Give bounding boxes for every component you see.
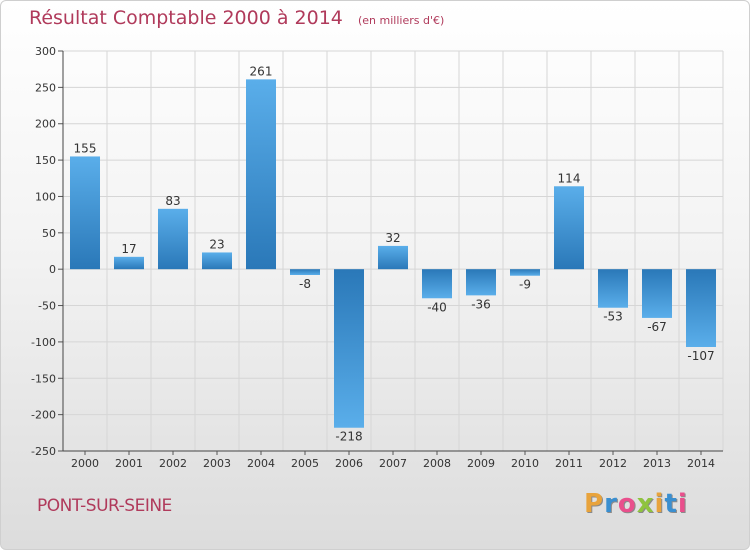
bar-2000	[70, 156, 100, 270]
bar-2011	[554, 186, 584, 270]
y-tick-label: 0	[49, 263, 56, 276]
y-tick-label: -100	[31, 336, 56, 349]
y-tick-label: -200	[31, 409, 56, 422]
x-tick-label: 2009	[467, 457, 495, 470]
logo-letter: x	[636, 489, 655, 519]
logo-letter: r	[604, 489, 618, 519]
logo-letter: o	[617, 489, 637, 519]
value-label: -40	[427, 300, 447, 314]
y-tick-label: 50	[42, 227, 56, 240]
x-tick-label: 2000	[71, 457, 99, 470]
town-name: PONT-SUR-SEINE	[37, 496, 172, 516]
bar-2009	[466, 269, 496, 296]
title-row: Résultat Comptable 2000 à 2014 (en milli…	[29, 7, 444, 29]
chart-subtitle: (en milliers d'€)	[357, 14, 445, 27]
bar-2013	[642, 269, 672, 318]
bar-2008	[422, 269, 452, 299]
bar-2001	[114, 256, 144, 270]
bar-2003	[202, 252, 232, 270]
value-label: 83	[165, 194, 180, 208]
logo-letter: i	[677, 489, 688, 519]
x-tick-label: 2007	[379, 457, 407, 470]
logo-letter: t	[664, 489, 678, 519]
value-label: 261	[250, 64, 273, 78]
x-tick-label: 2003	[203, 457, 231, 470]
bar-2012	[598, 269, 628, 308]
x-tick-label: 2011	[555, 457, 583, 470]
bar-2004	[246, 79, 276, 270]
bar-2002	[158, 208, 188, 270]
x-tick-label: 2010	[511, 457, 539, 470]
chart-title: Résultat Comptable 2000 à 2014	[29, 7, 343, 29]
y-tick-label: -250	[31, 445, 56, 458]
value-label: -8	[299, 277, 311, 291]
x-tick-label: 2012	[599, 457, 627, 470]
y-tick-label: -50	[38, 300, 56, 313]
bars	[70, 79, 716, 428]
value-label: -36	[471, 297, 491, 311]
value-label: 17	[121, 242, 136, 256]
value-label: 32	[385, 231, 400, 245]
bar-2014	[686, 269, 716, 347]
bar-2007	[378, 245, 408, 270]
value-label: -67	[647, 320, 667, 334]
y-tick-label: 200	[35, 118, 56, 131]
x-tick-label: 2006	[335, 457, 363, 470]
value-label: 155	[74, 141, 97, 155]
x-tick-label: 2002	[159, 457, 187, 470]
x-tick-label: 2014	[687, 457, 715, 470]
value-label: -107	[687, 349, 714, 363]
proxiti-logo: Proxiti	[584, 489, 688, 519]
logo-letter: P	[584, 489, 605, 519]
labels: 300 250 200 150 100 50 0 -50 -100 -150 -200 -250 155…	[31, 45, 715, 470]
logo-letter: i	[654, 489, 665, 519]
value-label: -9	[519, 278, 531, 292]
x-tick-label: 2008	[423, 457, 451, 470]
value-label: -53	[603, 310, 623, 324]
axes	[58, 50, 723, 455]
x-tick-label: 2004	[247, 457, 275, 470]
bar-2005	[290, 269, 320, 275]
value-label: -218	[335, 430, 362, 444]
y-tick-label: 100	[35, 190, 56, 203]
x-tick-label: 2001	[115, 457, 143, 470]
x-tick-label: 2005	[291, 457, 319, 470]
y-tick-label: 150	[35, 154, 56, 167]
bar-2010	[510, 269, 540, 276]
value-label: 114	[558, 171, 581, 185]
bar-2006	[334, 269, 364, 428]
y-tick-label: 250	[35, 81, 56, 94]
value-label: 23	[209, 237, 224, 251]
y-tick-label: -150	[31, 372, 56, 385]
x-tick-label: 2013	[643, 457, 671, 470]
y-tick-label: 300	[35, 45, 56, 58]
